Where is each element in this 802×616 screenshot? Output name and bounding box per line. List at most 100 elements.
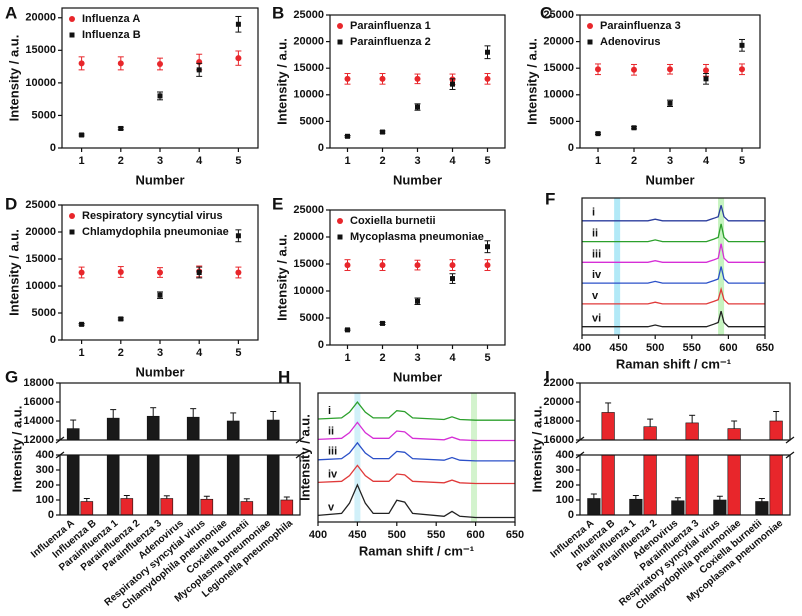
point (415, 104, 420, 110)
bar (160, 498, 174, 516)
bar (601, 454, 615, 516)
axis-break (295, 436, 305, 444)
spectrum (317, 464, 515, 485)
series-label: v (592, 290, 599, 302)
x-tick-label: 1 (344, 352, 350, 364)
axis-break (785, 451, 795, 459)
bar (727, 454, 741, 516)
spectrum (582, 286, 765, 305)
y-axis-label: Intensity / a.u. (529, 406, 544, 493)
y-axis-label: Intensity / a.u. (297, 414, 312, 501)
panel-letter: H (278, 367, 290, 386)
legend-marker (337, 218, 343, 224)
point (157, 61, 163, 67)
x-tick-label: 650 (756, 342, 774, 354)
y-tick-label: 200 (36, 479, 54, 491)
point (450, 276, 455, 282)
series-label: v (328, 501, 335, 513)
axis-break (295, 451, 305, 459)
bar (685, 454, 699, 516)
axes-frame (59, 454, 301, 516)
legend-label: Parainfluenza 1 (350, 20, 431, 32)
legend-marker (69, 229, 75, 235)
point (414, 262, 421, 269)
bar (146, 415, 160, 441)
point (485, 244, 490, 250)
point (117, 268, 124, 275)
y-tick-label: 15000 (543, 62, 574, 74)
legend-label: Adenovirus (600, 36, 661, 48)
legend-label: Respiratory syncytial virus (82, 210, 223, 222)
y-tick-label: 0 (568, 509, 574, 521)
point (157, 93, 163, 99)
panel-letter: E (272, 194, 283, 213)
x-tick-label: 5 (235, 155, 241, 167)
legend-marker (69, 213, 75, 219)
bar (186, 416, 200, 441)
y-tick-label: 200 (556, 479, 574, 491)
point (667, 66, 673, 73)
series-label: iv (592, 269, 602, 281)
series-label: ii (328, 425, 334, 437)
y-tick-label: 0 (318, 142, 324, 154)
y-tick-label: 20000 (25, 226, 56, 238)
x-tick-label: 1 (595, 155, 601, 167)
bar (629, 498, 643, 516)
y-tick-label: 15000 (293, 258, 324, 270)
axes-frame (59, 382, 301, 441)
point (595, 131, 601, 137)
x-tick-label: 2 (379, 155, 385, 167)
x-axis-label: Raman shift / cm⁻¹ (616, 356, 731, 371)
point (196, 270, 202, 275)
y-tick-label: 0 (568, 142, 574, 154)
point (484, 262, 491, 269)
spectrum (317, 441, 515, 462)
y-tick-label: 5000 (300, 115, 324, 127)
x-tick-label: 500 (388, 529, 406, 541)
bar (240, 501, 254, 516)
x-tick-label: 3 (414, 155, 420, 167)
bar (769, 420, 783, 441)
x-tick-label: 2 (631, 155, 637, 167)
point (78, 60, 85, 67)
x-tick-label: 3 (667, 155, 673, 167)
y-tick-label: 16000 (543, 434, 574, 446)
point (118, 316, 124, 322)
y-axis-label: Intensity / a.u. (6, 35, 21, 122)
point (380, 129, 385, 135)
x-tick-label: 550 (427, 529, 445, 541)
point (485, 49, 490, 55)
x-tick-label: 650 (506, 529, 524, 541)
panel-letter: C (540, 3, 552, 22)
x-axis-label: Number (645, 172, 694, 187)
y-tick-label: 400 (556, 449, 574, 461)
axis-break (575, 436, 585, 444)
y-tick-label: 25000 (25, 199, 56, 211)
y-tick-label: 5000 (32, 109, 56, 121)
axis-break (785, 436, 795, 444)
bar (727, 428, 741, 441)
bar (226, 454, 240, 516)
point (235, 269, 242, 276)
point (595, 66, 601, 73)
y-tick-label: 20000 (293, 36, 324, 48)
point (235, 21, 241, 27)
legend-marker (69, 16, 75, 22)
y-tick-label: 20000 (293, 231, 324, 243)
x-tick-label: 3 (414, 352, 420, 364)
axes-frame (579, 382, 791, 441)
point (380, 320, 385, 326)
bar (66, 428, 80, 441)
panel-letter: A (5, 3, 17, 22)
point (739, 66, 745, 73)
point (345, 327, 350, 333)
y-tick-label: 5000 (32, 307, 56, 319)
x-tick-label: 4 (703, 155, 710, 167)
bar (186, 454, 200, 516)
point (703, 76, 709, 82)
point (157, 292, 163, 298)
y-axis-label: Intensity / a.u. (524, 38, 539, 125)
bar (755, 501, 769, 516)
x-tick-label: 4 (196, 155, 203, 167)
